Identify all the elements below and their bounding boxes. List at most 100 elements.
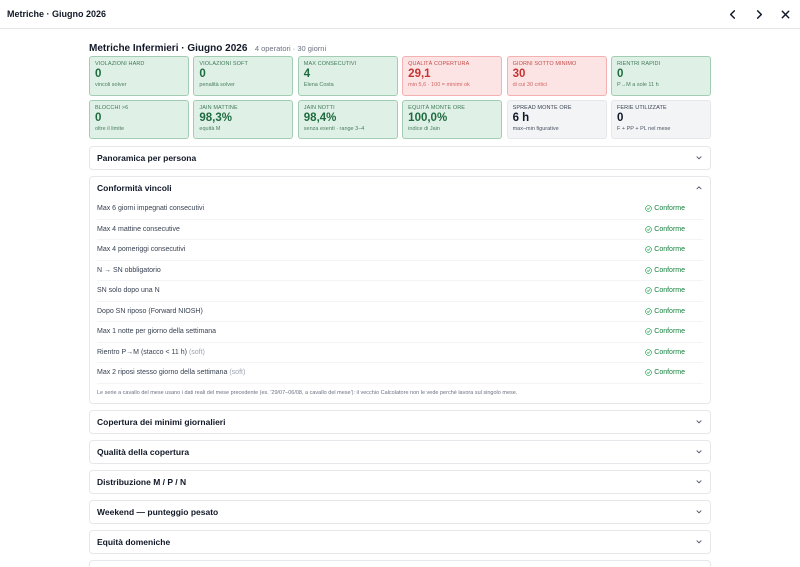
constraint-row: Max 4 mattine consecutive Conforme — [97, 220, 703, 240]
status-badge: Conforme — [645, 369, 685, 376]
metric-label: Blocchi >6 — [95, 104, 129, 111]
constraint-label: SN solo dopo una N — [97, 287, 160, 295]
page-subtitle: 4 operatori · 30 giorni — [254, 44, 327, 53]
section-title: Conformità vincoli — [97, 183, 172, 193]
section-copertura: Copertura dei minimi giornalieri — [89, 410, 711, 434]
section-title: Equità domeniche — [97, 537, 171, 547]
section-panoramica: Panoramica per persona — [89, 146, 711, 170]
window-title: Metriche · Giugno 2026 — [7, 9, 107, 19]
constraint-label: N → SN obbligatorio — [97, 266, 161, 274]
chevron-down-icon — [696, 156, 702, 160]
metric-value: 6 h — [512, 111, 530, 124]
metric-card: Rientri rapidi 0 P→M a sole 11 h — [610, 56, 711, 96]
metric-note: indice di Jain — [408, 125, 440, 132]
section-header-copertura[interactable]: Copertura dei minimi giornalieri — [90, 411, 710, 433]
metric-card: Jain notti 98,4% senza esenti · range 3–4 — [297, 99, 398, 139]
close-icon — [781, 10, 789, 18]
soft-tag: (soft) — [229, 369, 246, 377]
close-button[interactable] — [777, 6, 793, 22]
section-title: Qualità della copertura — [97, 447, 190, 457]
check-circle-icon — [645, 205, 653, 212]
metric-label: Jain mattine — [199, 104, 238, 111]
section-next — [89, 560, 711, 567]
status-label: Conforme — [654, 225, 685, 233]
section-header-panoramica[interactable]: Panoramica per persona — [90, 147, 710, 169]
section-header-conformita[interactable]: Conformità vincoli — [90, 177, 710, 199]
metric-card: Blocchi >6 0 oltre il limite — [89, 99, 189, 139]
section-header-qualita[interactable]: Qualità della copertura — [90, 441, 710, 463]
metric-card: Max consecutivi 4 Elena Costa — [297, 56, 398, 96]
next-button[interactable] — [751, 6, 767, 22]
status-badge: Conforme — [645, 349, 685, 356]
constraints-list: Max 6 giorni impegnati consecutivi Confor… — [90, 199, 710, 384]
chevron-down-icon — [696, 540, 702, 544]
metric-card: Jain mattine 98,3% equità M — [193, 99, 294, 139]
metric-label: Qualità copertura — [408, 61, 470, 67]
metric-cards-grid: Violazioni hard 0 vincoli solver Violazioni… — [89, 56, 711, 139]
metric-value: 0 — [199, 68, 206, 80]
constraint-label: Max 2 riposi stesso giorno della settima… — [97, 369, 228, 377]
page-title: Metriche Infermieri · Giugno 2026 — [89, 43, 248, 54]
chevron-left-icon — [729, 9, 735, 19]
status-label: Conforme — [654, 287, 685, 294]
metric-card: Equità monte ore 100,0% indice di Jain — [402, 99, 503, 139]
status-label: Conforme — [654, 266, 685, 274]
section-title: Panoramica per persona — [97, 153, 197, 163]
status-badge: Conforme — [645, 267, 685, 274]
constraint-row: Rientro P→M (stacco < 11 h) (soft) Conform… — [97, 343, 703, 363]
section-qualita: Qualità della copertura — [89, 440, 711, 464]
metric-label: Equità monte ore — [408, 104, 466, 111]
chevron-down-icon — [696, 510, 702, 514]
window-header: Metriche · Giugno 2026 — [0, 0, 800, 29]
metric-label: Spread monte ore — [512, 104, 572, 111]
check-circle-icon — [645, 287, 653, 294]
metric-label: Violazioni hard — [95, 61, 145, 67]
metrics-panel: Metriche Infermieri · Giugno 2026 4 oper… — [89, 29, 711, 567]
constraint-row: Max 2 riposi stesso giorno della settima… — [97, 363, 703, 384]
metric-note: oltre il limite — [95, 125, 125, 132]
status-label: Conforme — [654, 246, 685, 253]
section-header-weekend[interactable]: Weekend — punteggio pesato — [90, 501, 710, 523]
check-circle-icon — [645, 266, 653, 274]
constraint-row: SN solo dopo una N Conforme — [97, 281, 703, 302]
previous-button[interactable] — [724, 6, 740, 22]
metric-note: F + PP + PL nel mese — [616, 125, 671, 132]
check-circle-icon — [645, 307, 653, 315]
constraint-label: Max 1 notte per giorno della settimana — [97, 328, 217, 336]
chevron-down-icon — [696, 480, 702, 484]
section-header-distribuzione[interactable]: Distribuzione M / P / N — [90, 471, 710, 493]
metric-card: Violazioni soft 0 penalità solver — [193, 56, 294, 96]
metric-value: 29,1 — [408, 68, 431, 80]
constraint-row: N → SN obbligatorio Conforme — [97, 261, 703, 281]
section-distribuzione: Distribuzione M / P / N — [89, 470, 711, 494]
check-circle-icon — [645, 369, 653, 376]
constraint-row: Dopo SN riposo (Forward NIOSH) Conforme — [97, 302, 703, 322]
metric-value: 0 — [95, 68, 102, 80]
section-title: Copertura dei minimi giornalieri — [97, 417, 226, 427]
check-circle-icon — [645, 225, 653, 233]
footnote: Le serie a cavallo del mese usano i dati… — [97, 389, 518, 396]
metric-label: Giorni sotto minimo — [512, 61, 577, 67]
constraint-row: Max 1 notte per giorno della settimana Co… — [97, 322, 703, 343]
metric-note: di cui 30 critici — [512, 82, 548, 88]
constraint-label: Max 4 pomeriggi consecutivi — [97, 246, 186, 254]
metric-value: 98,3% — [199, 111, 232, 124]
metric-value: 4 — [303, 68, 311, 80]
status-label: Conforme — [654, 307, 685, 315]
constraint-label: Max 4 mattine consecutive — [97, 225, 180, 233]
metric-label: Jain notti — [303, 104, 335, 111]
metric-note: P→M a sole 11 h — [616, 82, 659, 88]
section-header-domeniche[interactable]: Equità domeniche — [90, 531, 710, 553]
metric-value: 0 — [616, 111, 624, 124]
metric-note: vincoli solver — [95, 82, 127, 88]
metric-note: senza esenti · range 3–4 — [303, 125, 365, 132]
metric-card: Giorni sotto minimo 30 di cui 30 critici — [506, 56, 607, 96]
metric-card: Ferie utilizzate 0 F + PP + PL nel mese — [610, 99, 711, 139]
constraint-row: Max 4 pomeriggi consecutivi Conforme — [97, 240, 703, 261]
metric-label: Ferie utilizzate — [616, 104, 667, 111]
status-badge: Conforme — [645, 287, 685, 294]
metric-card: Qualità copertura 29,1 min 5,6 · 100 = min… — [402, 56, 503, 96]
metric-note: equità M — [199, 125, 221, 132]
metric-label: Rientri rapidi — [616, 61, 661, 67]
metric-note: min 5,6 · 100 = minimi ok — [408, 82, 470, 88]
